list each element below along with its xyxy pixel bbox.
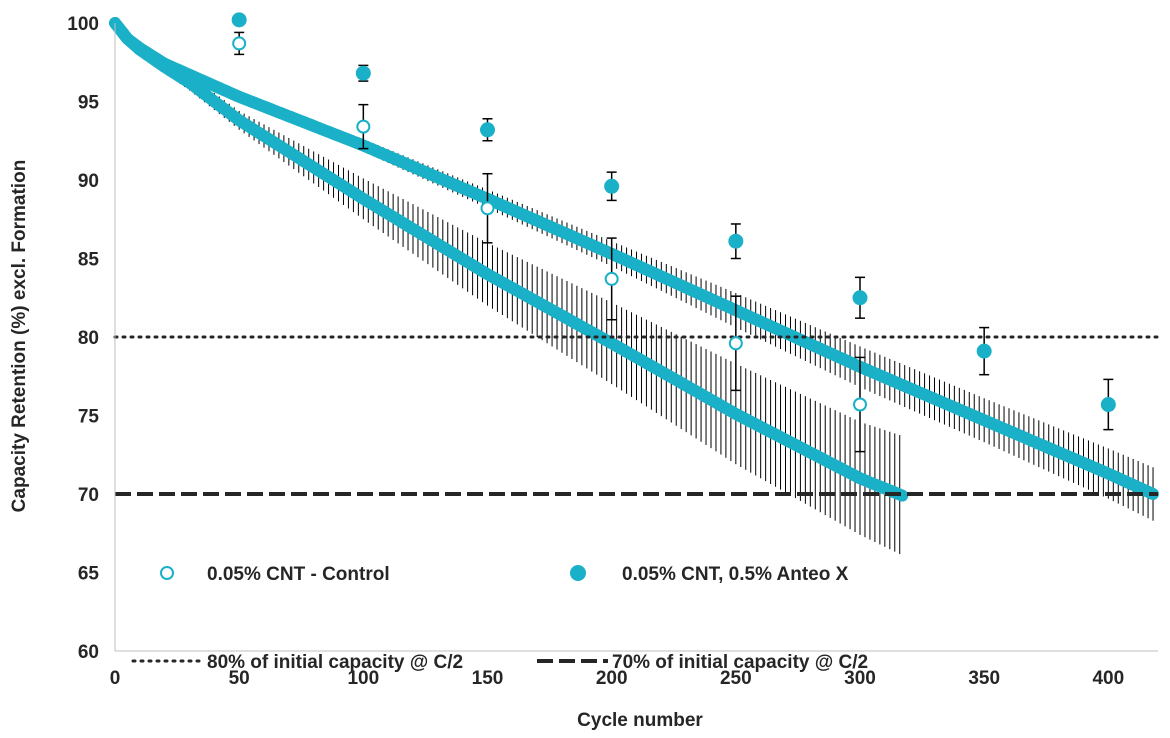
series-curve-1 [109,17,1159,500]
series-curve-0 [109,17,909,502]
x-tick-label: 300 [844,668,876,689]
data-point-control [853,397,867,412]
curves-layer [109,17,1159,502]
x-tick-label: 200 [596,668,628,689]
legend-marker-anteo [570,565,586,581]
x-tick-label: 250 [720,668,752,689]
data-point-anteo [480,122,495,138]
y-tick-label: 95 [78,93,100,114]
y-tick-label: 65 [78,564,100,585]
y-tick-label: 85 [78,250,100,271]
y-tick-label: 80 [78,328,99,349]
y-tick-label: 60 [78,642,99,663]
legend: 0.05% CNT - Control 0.05% CNT, 0.5% Ante… [131,564,868,673]
markers-layer [231,12,1116,453]
axes-layer [114,23,1158,652]
data-point-anteo [728,233,744,249]
y-tick-label: 70 [78,485,99,506]
tick-labels-layer: 0 50 100 150 200 250 300 350 400 60 65 70 75 80 85 90 95… [67,14,1124,689]
data-point-anteo [355,65,371,81]
data-point-control [480,201,495,216]
legend-label-70: 70% of initial capacity @ C/2 [612,652,868,673]
x-tick-label: 400 [1092,668,1124,689]
x-tick-label: 50 [229,668,250,689]
data-point-anteo [604,178,620,194]
data-point-control [232,36,247,51]
x-tick-label: 150 [472,668,504,689]
data-point-control [356,119,371,134]
y-axis-title: Capacity Retention (%) excl. Formation [9,160,30,513]
legend-label-80: 80% of initial capacity @ C/2 [207,652,463,673]
y-tick-label: 90 [78,171,99,192]
data-point-control [728,336,743,351]
legend-label-anteo: 0.05% CNT, 0.5% Anteo X [622,564,849,585]
x-axis-title: Cycle number [577,710,703,731]
data-point-control [604,271,619,286]
data-point-anteo [852,290,868,306]
data-point-anteo [231,12,247,28]
y-tick-label: 100 [67,14,99,35]
x-tick-label: 0 [110,668,121,689]
x-tick-label: 100 [347,668,379,689]
data-point-anteo [1100,397,1116,413]
y-tick-label: 75 [78,407,100,428]
data-point-anteo [976,343,992,359]
legend-marker-control [160,566,174,580]
legend-label-control: 0.05% CNT - Control [207,564,390,585]
reference-lines-layer [113,335,1160,496]
x-tick-label: 350 [968,668,1000,689]
